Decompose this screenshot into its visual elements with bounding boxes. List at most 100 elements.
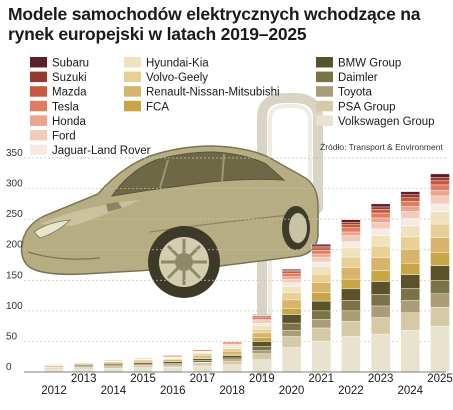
bar-segment xyxy=(400,236,421,250)
bar-segment xyxy=(252,346,272,351)
legend-label: Tesla xyxy=(52,101,79,113)
x-tick-label: 2018 xyxy=(219,385,245,397)
bar-segment xyxy=(311,250,331,255)
bar-segment xyxy=(311,247,331,251)
bar-segment xyxy=(370,281,391,295)
x-tick-label: 2020 xyxy=(279,385,305,397)
bar-segment xyxy=(133,367,153,373)
bar-segment xyxy=(252,329,272,334)
legend-swatch xyxy=(30,86,47,97)
bar-stack-2014 xyxy=(103,360,124,373)
bar-segment xyxy=(341,231,361,236)
legend-label: Hyundai-Kia xyxy=(146,58,209,70)
bar-segment xyxy=(281,286,302,293)
bar-segment xyxy=(430,223,450,238)
bar-segment xyxy=(341,227,361,233)
bar-stack-2025 xyxy=(430,173,450,373)
bar-stack-2018 xyxy=(222,341,242,373)
bar-segment xyxy=(430,280,450,294)
bar-segment xyxy=(281,278,302,283)
bar-segment xyxy=(133,365,153,368)
x-tick-label: 2013 xyxy=(71,373,97,385)
bar-segment xyxy=(311,341,331,373)
bar-segment xyxy=(400,225,421,238)
bar-segment xyxy=(252,332,272,338)
source-note: Źródło: Transport & Environment xyxy=(320,142,443,152)
y-tick-label: 200 xyxy=(6,240,23,251)
legend-swatch xyxy=(124,100,141,112)
bar-segment xyxy=(281,322,302,331)
bar-stack-2021 xyxy=(311,244,331,373)
legend-swatch xyxy=(30,100,47,112)
x-tick-label: 2015 xyxy=(130,373,156,385)
bar-segment xyxy=(311,245,331,249)
bar-stack-2024 xyxy=(400,191,421,373)
legend-label: Toyota xyxy=(338,87,372,99)
bar-segment xyxy=(192,360,213,363)
legend-swatch xyxy=(30,115,47,126)
legend-swatch xyxy=(30,130,47,141)
bar-segment xyxy=(370,235,391,247)
bar-stack-2019 xyxy=(252,314,272,373)
bar-segment xyxy=(311,253,331,258)
bar-segment xyxy=(252,314,272,316)
bar-segment xyxy=(400,210,421,219)
bar-stack-2017 xyxy=(192,349,213,373)
legend-swatch xyxy=(316,86,333,97)
bar-segment xyxy=(311,266,331,275)
bar-segment xyxy=(430,252,450,266)
bar-stack-2020 xyxy=(281,269,302,373)
bar-segment xyxy=(341,321,361,337)
bar-segment xyxy=(400,194,421,198)
bar-segment xyxy=(430,184,450,191)
bar-segment xyxy=(281,336,302,348)
bar-segment xyxy=(370,206,391,210)
bar-segment xyxy=(222,357,242,360)
bar-segment xyxy=(341,336,361,373)
bar-segment xyxy=(252,350,272,354)
bar-segment xyxy=(163,359,183,362)
bar-segment xyxy=(252,325,272,330)
y-tick-label: 50 xyxy=(6,331,18,342)
car-illustration xyxy=(20,93,323,377)
legend-label: Mazda xyxy=(52,87,87,99)
bar-segment xyxy=(163,361,183,364)
legend-swatch xyxy=(316,71,333,83)
bar-segment xyxy=(103,362,124,365)
bar-segment xyxy=(400,300,421,313)
bar-segment xyxy=(192,358,213,361)
x-tick-label: 2014 xyxy=(101,385,127,397)
x-tick-label: 2024 xyxy=(398,385,424,397)
bar-segment xyxy=(281,314,302,324)
bar-segment xyxy=(370,221,391,230)
y-tick-label: 250 xyxy=(6,209,23,220)
bar-segment xyxy=(370,270,391,282)
x-tick-label: 2022 xyxy=(338,385,364,397)
bar-segment xyxy=(252,316,272,320)
bar-segment xyxy=(222,341,242,345)
bar-segment xyxy=(103,368,124,373)
legend-label: Jaguar-Land Rover xyxy=(52,145,151,157)
bar-segment xyxy=(44,364,64,366)
bar-segment xyxy=(341,278,361,290)
bar-segment xyxy=(311,310,331,320)
bar-segment xyxy=(370,245,391,258)
bar-segment xyxy=(252,353,272,360)
bar-segment xyxy=(400,197,421,202)
bar-segment xyxy=(370,217,391,223)
bar-segment xyxy=(430,190,450,197)
bar-segment xyxy=(133,357,153,359)
bar-segment xyxy=(370,294,391,307)
bar-segment xyxy=(400,201,421,207)
y-tick-label: 100 xyxy=(6,301,23,312)
bar-segment xyxy=(341,247,361,258)
bar-segment xyxy=(222,348,242,352)
bar-segment xyxy=(252,322,272,326)
bar-segment xyxy=(311,292,331,302)
bar-segment xyxy=(311,256,331,263)
bar-segment xyxy=(73,368,94,373)
x-tick-label: 2025 xyxy=(427,373,453,385)
bar-segment xyxy=(400,191,421,195)
legend-swatch xyxy=(124,57,141,68)
